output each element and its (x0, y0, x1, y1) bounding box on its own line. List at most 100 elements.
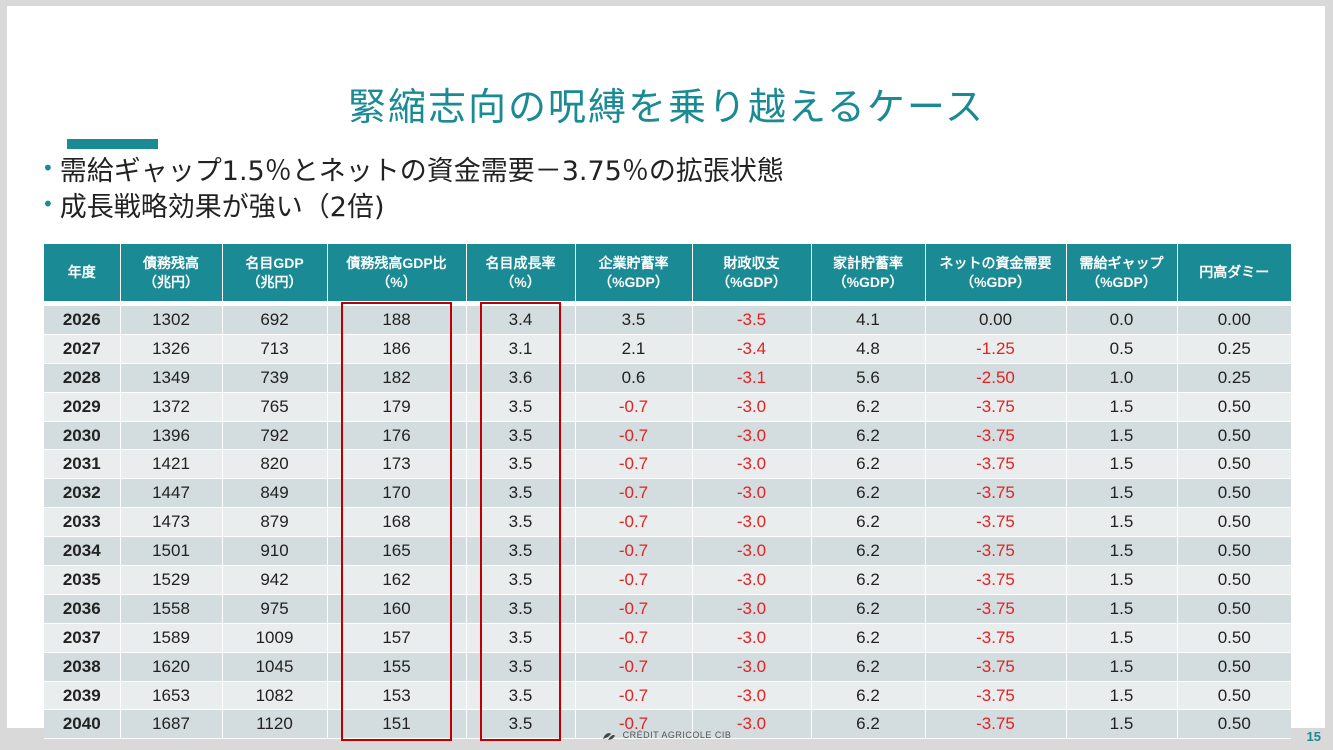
table-cell: -0.7 (575, 536, 693, 567)
table-cell: 4.8 (811, 334, 926, 364)
table-cell: 1372 (120, 392, 223, 422)
table-cell: 6.2 (811, 652, 926, 682)
table-cell: 3.1 (466, 334, 576, 364)
table-cell: -3.0 (692, 709, 812, 740)
table-cell: 3.5 (466, 478, 576, 509)
table-cell: 1009 (222, 623, 328, 653)
column-header-title: 需給ギャップ (1079, 254, 1164, 271)
column-header-title: 家計貯蓄率 (833, 254, 903, 271)
table-cell: 4.1 (811, 301, 926, 335)
table-cell: 0.50 (1177, 478, 1291, 509)
table-cell: -3.4 (692, 334, 812, 364)
table-cell: -3.0 (692, 681, 812, 711)
year-cell: 2035 (44, 565, 121, 595)
column-header: 企業貯蓄率 （%GDP） (575, 244, 693, 304)
table-cell: -0.7 (575, 681, 693, 711)
bullet-item: • 成長戦略効果が強い（2倍) (42, 186, 784, 223)
table-cell: 179 (327, 392, 467, 422)
table-cell: 0.50 (1177, 623, 1291, 653)
table-cell: -1.25 (925, 334, 1067, 364)
table-cell: 6.2 (811, 565, 926, 595)
year-cell: 2028 (44, 363, 121, 393)
table-cell: 3.5 (466, 392, 576, 422)
table-cell: 0.6 (575, 363, 693, 393)
table-cell: 162 (327, 565, 467, 595)
table-cell: 1.5 (1066, 478, 1178, 509)
table-cell: 1326 (120, 334, 223, 364)
table-cell: 6.2 (811, 421, 926, 451)
column-header-unit: （%） (376, 273, 417, 290)
table-cell: 879 (222, 507, 328, 538)
table-cell: 1.5 (1066, 421, 1178, 451)
table-cell: -3.0 (692, 478, 812, 509)
table-cell: -3.0 (692, 449, 812, 480)
column-header-title: 債務残高 (143, 254, 199, 271)
projection-table: 年度 債務残高 （兆円） 名目GDP （兆円） 債務残高GDP比 （%） 名目成長率 （%） 企業… (44, 244, 1291, 740)
table-cell: 1.5 (1066, 652, 1178, 682)
table-cell: 6.2 (811, 681, 926, 711)
table-cell: 3.5 (575, 301, 693, 335)
table-row: 2038 1620 1045 155 3.5 -0.7 -3.0 6.2 -3.75 1.5 0.5… (44, 652, 1291, 682)
table-cell: -3.0 (692, 565, 812, 595)
bullet-text: 成長戦略効果が強い（2倍) (59, 191, 385, 223)
bullet-item: • 需給ギャップ1.5％とネットの資金需要－3.75％の拡張状態 (42, 150, 784, 187)
table-cell: 6.2 (811, 536, 926, 567)
table-cell: -0.7 (575, 421, 693, 451)
table-cell: 188 (327, 301, 467, 335)
column-header: 需給ギャップ （%GDP） (1066, 244, 1178, 304)
table-cell: 1.5 (1066, 623, 1178, 653)
table-row: 2035 1529 942 162 3.5 -0.7 -3.0 6.2 -3.75 1.5 0.50 (44, 565, 1291, 595)
table-row: 2040 1687 1120 151 3.5 -0.7 -3.0 6.2 -3.75 1.5 0.5… (44, 709, 1291, 740)
bullet-text: 需給ギャップ1.5％とネットの資金需要－3.75％の拡張状態 (59, 155, 784, 187)
table-cell: 1687 (120, 709, 223, 740)
column-header: 債務残高 （兆円） (120, 244, 223, 304)
table-cell: 1473 (120, 507, 223, 538)
table-cell: 168 (327, 507, 467, 538)
column-header-title: 円高ダミー (1199, 264, 1270, 280)
table-cell: -0.7 (575, 449, 693, 480)
table-cell: 910 (222, 536, 328, 567)
bullet-dot-icon: • (42, 192, 54, 216)
table-cell: 6.2 (811, 507, 926, 538)
table-row: 2026 1302 692 188 3.4 3.5 -3.5 4.1 0.00 0.0 0.00 (44, 301, 1291, 335)
column-header-unit: （%GDP） (598, 273, 669, 290)
column-header: 円高ダミー (1177, 244, 1291, 304)
bullet-list: • 需給ギャップ1.5％とネットの資金需要－3.75％の拡張状態 • 成長戦略効… (42, 150, 784, 223)
table-cell: 176 (327, 421, 467, 451)
table-cell: 1447 (120, 478, 223, 509)
column-header-unit: （%GDP） (832, 273, 904, 290)
table-cell: 3.5 (466, 449, 576, 480)
year-cell: 2032 (44, 478, 121, 509)
table-cell: 186 (327, 334, 467, 364)
table-cell: -3.75 (925, 507, 1067, 538)
table-row: 2032 1447 849 170 3.5 -0.7 -3.0 6.2 -3.75 1.5 0.50 (44, 478, 1291, 509)
table-cell: 6.2 (811, 623, 926, 653)
column-header: 名目成長率 （%） (466, 244, 576, 304)
table-cell: 1529 (120, 565, 223, 595)
table-cell: -0.7 (575, 392, 693, 422)
table-cell: 0.50 (1177, 681, 1291, 711)
table-cell: 765 (222, 392, 328, 422)
table-row: 2028 1349 739 182 3.6 0.6 -3.1 5.6 -2.50 1.0 0.25 (44, 363, 1291, 393)
table-cell: 182 (327, 363, 467, 393)
year-cell: 2031 (44, 449, 121, 480)
column-header: 年度 (44, 244, 121, 304)
table-cell: 1620 (120, 652, 223, 682)
column-header-title: 債務残高GDP比 (346, 254, 447, 271)
column-header-unit: （%GDP） (716, 273, 787, 290)
accent-bar (67, 139, 158, 149)
table-cell: -3.0 (692, 392, 812, 422)
table-cell: 0.5 (1066, 334, 1178, 364)
table-cell: 0.50 (1177, 565, 1291, 595)
table-cell: 1396 (120, 421, 223, 451)
table-cell: 1653 (120, 681, 223, 711)
slide-title: 緊縮志向の呪縛を乗り越えるケース (348, 85, 985, 129)
table-cell: 1501 (120, 536, 223, 567)
table-cell: 3.5 (466, 623, 576, 653)
table-cell: 0.50 (1177, 449, 1291, 480)
table-cell: 0.0 (1066, 301, 1178, 335)
table-cell: 3.5 (466, 681, 576, 711)
table-cell: 3.4 (466, 301, 576, 335)
table-cell: 1082 (222, 681, 328, 711)
table-cell: 0.50 (1177, 392, 1291, 422)
